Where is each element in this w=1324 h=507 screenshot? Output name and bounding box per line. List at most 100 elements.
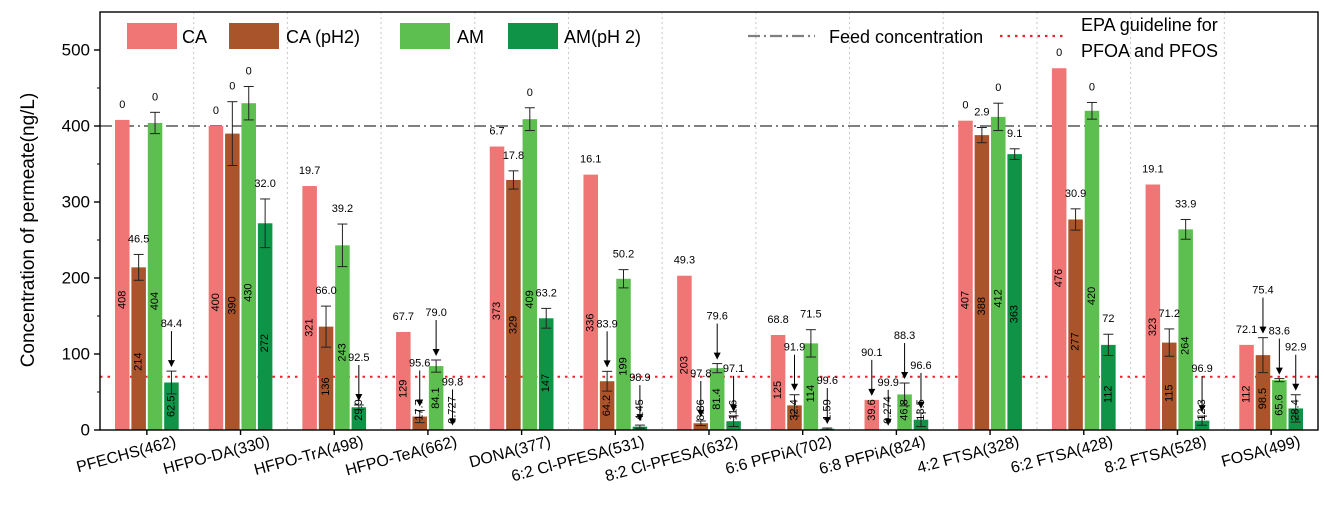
bar [351,407,367,430]
y-axis-label: Concentration of permeate(ng/L) [18,93,39,368]
rejection-label: 19.7 [299,165,320,177]
rejection-label: 0 [229,81,235,93]
bar [257,223,273,430]
rejection-label: 0 [119,99,125,111]
rejection-label: 99.9 [877,377,898,389]
legend-swatch-am-ph2 [508,23,558,49]
bar [114,119,130,431]
rejection-arrowhead [1198,405,1206,413]
bar [318,326,334,430]
rejection-label: 0 [1089,81,1095,93]
bar [787,405,802,430]
rejection-label: 99.8 [442,376,463,388]
value-label: 64.2 [601,395,613,416]
value-label: 476 [1053,269,1065,287]
category-label: 6:6 PFPiA(702) [724,433,834,478]
bar [709,368,725,430]
value-label: 46.8 [899,399,911,420]
rejection-arrowhead [1292,383,1300,391]
rejection-label: 63.2 [535,287,556,299]
value-label: 214 [133,353,145,371]
category-label: FOSA(499) [1220,433,1303,470]
rejection-label: 91.9 [784,342,805,354]
rejection-label: 30.9 [1065,188,1086,200]
rejection-arrowhead [636,414,644,422]
value-label: 129 [397,380,409,398]
bar [412,416,427,430]
rejection-label: 0 [213,105,219,117]
value-label: 17.7 [414,399,426,420]
category-label: 8:2 FTSA(528) [1103,433,1209,477]
rejection-label: 17.8 [503,150,524,162]
rejection-arrowhead [167,360,175,368]
value-label: 13.5 [915,399,927,420]
value-label: 264 [1180,337,1192,355]
bar [1272,380,1287,430]
rejection-arrowhead [603,360,611,368]
rejection-label: 71.2 [1159,308,1180,320]
value-label: 114 [805,385,817,403]
bar [335,245,350,430]
rejection-label: 83.6 [1269,326,1290,338]
rejection-label: 72.1 [1236,324,1257,336]
y-tick-label: 500 [62,41,90,60]
rejection-label: 88.3 [894,330,915,342]
legend-swatch-ca-ph2 [229,23,279,49]
rejection-label: 79.6 [706,311,727,323]
value-label: 420 [1086,287,1098,305]
bar [803,343,819,430]
legend-label-epa-2: PFOA and PFOS [1081,41,1218,61]
bar [1007,154,1022,430]
rejection-label: 9.1 [1007,128,1022,140]
rejection-label: 49.3 [674,255,695,267]
rejection-label: 90.1 [861,347,882,359]
bar [693,423,709,430]
data-labels: 408 0 214 46.5 404 0 62.5 84.4 400 0 390 0 430 0 272 32… [116,47,1306,426]
bar [428,366,444,430]
value-label: 388 [976,297,988,315]
error-bars [133,85,1301,431]
bar [241,103,256,430]
legend-label-am: AM [457,27,484,47]
rejection-arrowhead [355,393,363,401]
rejection-label: 0 [246,65,252,77]
rejection-label: 96.9 [1191,363,1212,375]
value-label: 323 [1147,318,1159,336]
rejection-label: 84.4 [161,318,182,330]
rejection-label: 68.8 [767,314,788,326]
value-label: 112 [1102,385,1114,403]
rejection-label: 33.9 [1175,198,1196,210]
rejection-label: 66.0 [315,285,336,297]
value-label: 62.5 [165,396,177,417]
value-label: 115 [1163,385,1175,403]
bar [583,174,598,430]
bar [1239,344,1254,430]
bar [506,179,521,430]
value-label: 203 [678,356,690,374]
rejection-label: 19.1 [1142,164,1163,176]
bar [864,399,880,430]
bar [1068,219,1083,430]
legend-label-ca: CA [182,27,207,47]
rejection-label: 0 [995,82,1001,94]
rejection-label: 79.0 [425,307,446,319]
rejection-label: 67.7 [393,311,414,323]
value-label: 32.4 [788,399,800,420]
rejection-label: 96.6 [910,360,931,372]
reference-lines [100,125,1318,378]
rejection-arrowhead [790,383,798,391]
value-label: 81.4 [711,388,723,409]
rejection-label: 72 [1102,313,1114,325]
value-label: 390 [226,296,238,314]
bar [974,135,990,430]
category-label: 4:2 FTSA(328) [915,433,1021,477]
value-label: 321 [304,318,316,336]
rejection-label: 32.0 [254,178,275,190]
bar [958,120,973,431]
rejection-arrowhead [1275,367,1283,375]
category-label: 6:8 PFPiA(824) [817,433,927,478]
bar [489,146,505,430]
legend-swatch-ca [127,23,177,49]
bar [770,335,786,430]
y-tick-label: 0 [81,421,90,440]
